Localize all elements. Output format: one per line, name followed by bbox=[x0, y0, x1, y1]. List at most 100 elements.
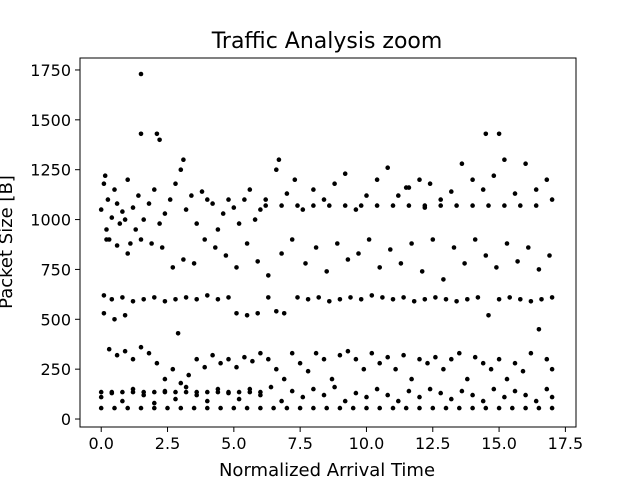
data-point bbox=[398, 261, 404, 266]
data-point bbox=[226, 356, 231, 362]
data-point bbox=[101, 293, 107, 298]
data-point bbox=[337, 297, 343, 302]
data-point bbox=[175, 331, 181, 336]
data-point bbox=[342, 398, 348, 404]
data-point bbox=[284, 191, 290, 196]
data-point bbox=[462, 261, 467, 266]
x-tick-label: 5.0 bbox=[221, 434, 246, 453]
data-point bbox=[138, 405, 144, 411]
y-tick-label: 250 bbox=[40, 360, 71, 379]
data-point bbox=[236, 221, 242, 226]
data-point bbox=[258, 405, 263, 411]
data-point bbox=[451, 245, 457, 250]
data-point bbox=[255, 259, 260, 264]
data-point bbox=[533, 187, 539, 192]
data-point bbox=[215, 297, 221, 302]
data-point bbox=[441, 277, 446, 282]
data-point bbox=[536, 327, 542, 332]
data-point bbox=[210, 201, 215, 206]
data-point bbox=[213, 245, 218, 250]
data-point bbox=[104, 227, 109, 232]
data-point bbox=[342, 203, 348, 208]
data-point bbox=[300, 207, 306, 212]
data-point bbox=[502, 157, 507, 162]
data-point bbox=[112, 405, 117, 411]
data-point bbox=[234, 364, 239, 370]
data-point bbox=[159, 245, 165, 250]
data-point bbox=[154, 131, 160, 137]
data-point bbox=[152, 187, 157, 192]
data-point bbox=[472, 237, 478, 242]
data-point bbox=[247, 187, 253, 192]
data-point bbox=[120, 389, 125, 395]
data-point bbox=[443, 297, 449, 302]
data-point bbox=[518, 297, 523, 302]
data-point bbox=[279, 251, 284, 256]
data-point bbox=[215, 389, 221, 395]
data-point bbox=[496, 405, 502, 411]
data-point bbox=[480, 187, 486, 192]
x-axis: 0.0 2.5 5.0 7.5 10.0 12.5 15.0 17.5 bbox=[88, 427, 583, 453]
data-point bbox=[457, 350, 462, 356]
data-point bbox=[361, 366, 367, 372]
data-point bbox=[364, 394, 369, 400]
data-point bbox=[173, 396, 178, 402]
data-point bbox=[465, 297, 470, 302]
data-point bbox=[220, 211, 226, 216]
data-point bbox=[138, 131, 144, 137]
data-point bbox=[539, 297, 544, 302]
data-point bbox=[350, 405, 356, 411]
data-point bbox=[419, 269, 425, 274]
data-point bbox=[366, 237, 372, 242]
data-point bbox=[268, 384, 274, 390]
data-point bbox=[157, 221, 162, 226]
data-point bbox=[377, 265, 383, 270]
data-point bbox=[183, 384, 189, 390]
data-point bbox=[258, 389, 263, 395]
data-point bbox=[191, 405, 197, 411]
data-point bbox=[162, 376, 168, 382]
data-point bbox=[295, 295, 300, 300]
data-point bbox=[549, 295, 555, 300]
data-point bbox=[289, 350, 295, 356]
data-point bbox=[321, 356, 327, 362]
data-point bbox=[138, 71, 144, 77]
data-point bbox=[223, 253, 229, 258]
data-point bbox=[152, 405, 157, 411]
data-point bbox=[218, 405, 223, 411]
data-point bbox=[181, 257, 186, 262]
data-point bbox=[480, 360, 486, 366]
data-point bbox=[523, 405, 528, 411]
data-point bbox=[459, 161, 465, 166]
data-point bbox=[102, 173, 108, 178]
data-point bbox=[454, 203, 459, 208]
data-point bbox=[289, 237, 295, 242]
data-point bbox=[281, 311, 287, 316]
y-tick-label: 1000 bbox=[30, 211, 71, 230]
data-point bbox=[311, 187, 316, 192]
data-point bbox=[324, 405, 330, 411]
data-point bbox=[549, 366, 555, 372]
data-point bbox=[526, 245, 531, 250]
data-point bbox=[297, 405, 303, 411]
y-tick-label: 1500 bbox=[30, 111, 71, 130]
data-point bbox=[236, 396, 242, 402]
data-point bbox=[544, 177, 550, 182]
data-point bbox=[332, 181, 337, 186]
data-point bbox=[353, 356, 359, 362]
x-tick-label: 7.5 bbox=[287, 434, 312, 453]
data-point bbox=[242, 197, 247, 202]
data-point bbox=[114, 201, 120, 206]
data-point bbox=[218, 360, 223, 366]
data-point bbox=[122, 217, 128, 222]
data-point bbox=[380, 295, 385, 300]
data-point bbox=[202, 237, 207, 242]
data-point bbox=[173, 181, 178, 186]
data-point bbox=[374, 177, 380, 182]
data-point bbox=[162, 211, 168, 216]
data-point bbox=[393, 366, 398, 372]
data-point bbox=[449, 356, 454, 362]
data-point bbox=[236, 389, 242, 395]
data-point bbox=[266, 295, 271, 300]
